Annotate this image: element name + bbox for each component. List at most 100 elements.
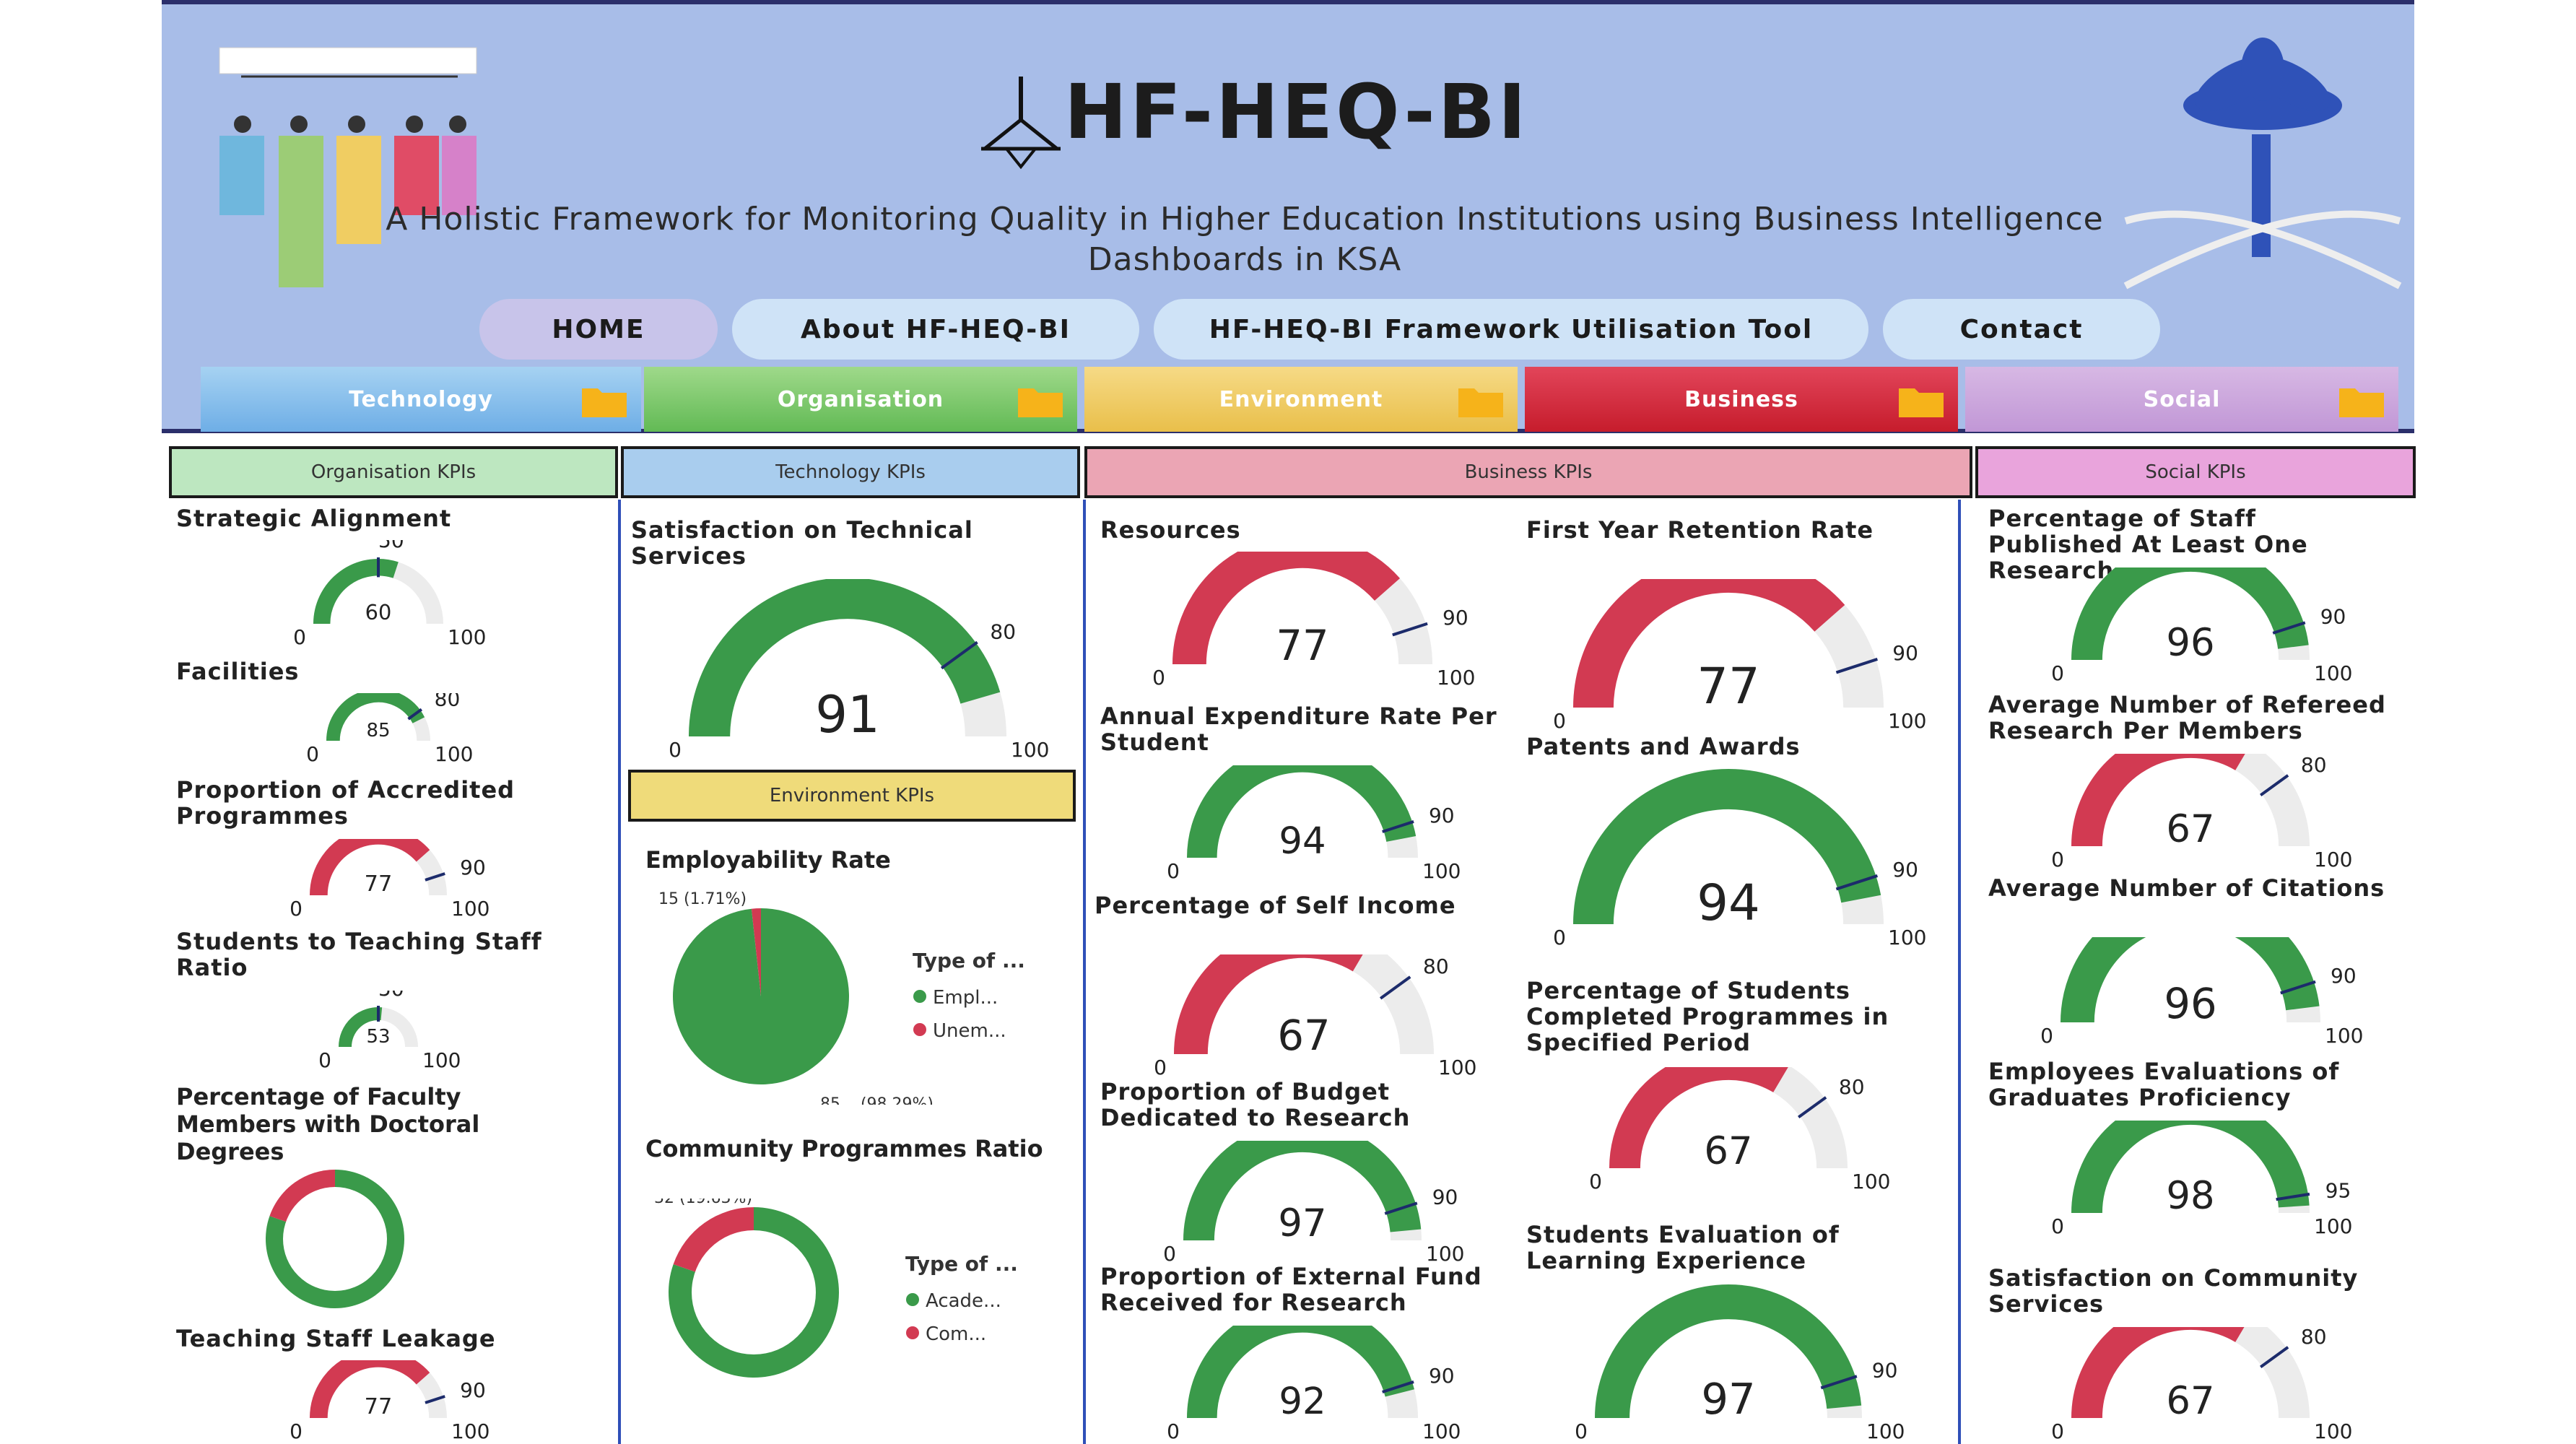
gauge-target-label: 50: [378, 991, 404, 1001]
gauge-value-label: 77: [365, 871, 393, 897]
gauge-target-marker: [1797, 1096, 1827, 1119]
category-business[interactable]: Business: [1525, 367, 1958, 432]
gauge-max-label: 100: [2314, 661, 2352, 685]
gauge-title: Proportion of Budget Dedicated to Resear…: [1100, 1078, 1411, 1131]
lamp-icon: [981, 77, 1061, 170]
pie-data-label: 15 (1.71%): [658, 890, 747, 908]
gauge-dial: 91 0 100 80: [669, 579, 1049, 762]
gauge-target-marker: [2259, 774, 2289, 797]
gauge-target-marker: [1820, 1375, 1858, 1390]
kpi-gauge: Students Evaluation of Learning Experien…: [1526, 1222, 1931, 1444]
gauge-value-arc: [1573, 769, 1881, 925]
gauge-target-label: 50: [378, 540, 404, 552]
faculty-chart-title: Percentage of Faculty Members with Docto…: [176, 1083, 480, 1165]
legend-title: Type of ...: [913, 949, 1025, 973]
kpi-gauge: Proportion of External Fund Received for…: [1100, 1264, 1505, 1444]
gauge-dial: 77 0 100 90: [1152, 552, 1475, 690]
employability-pie-chart: 15 (1.71%) 85... (98.29%) Type of ... Empl.…: [658, 890, 1025, 1105]
gauge-min-label: 0: [1589, 1170, 1602, 1193]
gauge-value-arc: [326, 693, 425, 741]
gauge-max-label: 100: [1011, 738, 1049, 762]
app-title-block: HF-HEQ-BI: [956, 62, 1606, 170]
gauge-target-label: 90: [460, 856, 486, 879]
gauge-value-arc: [1187, 765, 1417, 858]
nav-contact[interactable]: Contact: [1883, 299, 2160, 360]
gauge-max-label: 100: [1866, 1419, 1905, 1443]
gauge-max-label: 100: [451, 1419, 489, 1443]
gauge-dial: 97 0 100 90: [1575, 1284, 1905, 1443]
gauge-value-arc: [2071, 754, 2245, 847]
category-technology[interactable]: Technology: [201, 367, 641, 432]
kpi-gauge: Satisfaction on Community Services 67 0 100…: [1988, 1265, 2393, 1444]
gauge-value-arc: [1187, 1326, 1414, 1419]
gauge-value-arc: [313, 559, 399, 625]
gauge-min-label: 0: [1154, 1056, 1167, 1079]
gauge-title: Satisfaction on Technical Services: [631, 516, 973, 570]
gauge-title: First Year Retention Rate: [1526, 516, 1874, 544]
gauge-value-label: 67: [1277, 1012, 1330, 1060]
gauge-title: Facilities: [176, 658, 300, 685]
gauge-value-label: 97: [1701, 1374, 1755, 1424]
gauge-value-label: 94: [1279, 819, 1326, 863]
gauge-title: Average Number of Citations: [1988, 874, 2385, 902]
gauge-dial: 77 0 100 90: [1553, 579, 1926, 733]
gauge-dial: 67 0 100 80: [1589, 1067, 1890, 1193]
gauge-target-label: 90: [1443, 606, 1468, 630]
kpi-gauge: Annual Expenditure Rate Per Student 94 0 10…: [1100, 703, 1505, 884]
gauge-value-label: 77: [1697, 658, 1760, 716]
nav-about[interactable]: About HF-HEQ-BI: [732, 299, 1139, 360]
app-subtitle: A Holistic Framework for Monitoring Qual…: [386, 201, 2104, 278]
gauge-dial: 60 0 100 50: [293, 540, 486, 649]
gauge-value-arc: [1172, 552, 1401, 665]
nav-home[interactable]: HOME: [479, 299, 718, 360]
gauge-min-label: 0: [2051, 1214, 2064, 1238]
gauge-min-label: 0: [2040, 1024, 2053, 1048]
gauge-value-label: 53: [366, 1026, 390, 1048]
gauge-value-label: 67: [2166, 807, 2214, 851]
section-business-kpis: Business KPIs: [1084, 446, 1972, 498]
gauge-target-label: 90: [2331, 964, 2357, 988]
gauge-title: Employees Evaluations of Graduates Profi…: [1988, 1058, 2340, 1111]
kpi-gauge: Satisfaction on Technical Services 91 0 100…: [631, 517, 1064, 762]
kpi-gauge: Average Number of Refereed Research Per …: [1988, 692, 2393, 872]
gauge-target-label: 80: [2301, 1327, 2327, 1349]
gauge-target-marker: [1379, 975, 1411, 1000]
gauge-max-label: 100: [2314, 1214, 2352, 1238]
column-divider: [618, 500, 621, 1444]
gauge-target-marker: [1384, 1201, 1418, 1215]
community-donut-chart: 32 (19.63%)131 (80....)Type of ...Acade.…: [654, 1199, 1018, 1378]
kpi-gauge: Percentage of Staff Published At Least O…: [1988, 505, 2393, 686]
kpi-gauge: Strategic Alignment 60 0 100 50: [176, 505, 580, 650]
employability-chart-title: Employability Rate: [645, 846, 891, 874]
gauge-value-label: 92: [1279, 1380, 1326, 1423]
gauge-value-label: 67: [1704, 1129, 1752, 1173]
gauge-target-label: 80: [435, 693, 461, 711]
folder-icon: [2339, 388, 2384, 417]
gauge-title: Percentage of Staff Published At Least O…: [1988, 505, 2308, 584]
gauge-target-label: 95: [2325, 1178, 2351, 1202]
kpi-gauge: Teaching Staff Leakage 77 0 100 90: [176, 1326, 580, 1444]
folder-icon: [1458, 388, 1503, 417]
legend-label: Com...: [926, 1323, 986, 1345]
kpi-gauge: Patents and Awards 94 0 100 90: [1526, 734, 1931, 950]
saudi-emblem-icon: [2123, 38, 2402, 290]
gauge-value-arc: [1183, 1141, 1422, 1241]
gauge-title: Students to Teaching Staff Ratio: [176, 928, 542, 981]
gauge-title: Proportion of External Fund Received for…: [1100, 1263, 1482, 1316]
category-organisation[interactable]: Organisation: [644, 367, 1077, 432]
gauge-target-marker: [425, 1395, 445, 1404]
gauge-max-label: 100: [422, 1048, 461, 1072]
gauge-dial: 67 0 100 80: [2051, 1327, 2352, 1443]
nav-framework-tool[interactable]: HF-HEQ-BI Framework Utilisation Tool: [1154, 299, 1868, 360]
category-social[interactable]: Social: [1965, 367, 2398, 432]
gauge-dial: 98 0 100 95: [2051, 1121, 2352, 1238]
gauge-value-label: 60: [365, 600, 392, 625]
gauge-min-label: 0: [2051, 661, 2064, 685]
gauge-title: Satisfaction on Community Services: [1988, 1264, 2359, 1318]
category-environment[interactable]: Environment: [1084, 367, 1518, 432]
pie-data-label: 85... (98.29%): [820, 1095, 934, 1105]
gauge-dial: 97 0 100 90: [1163, 1141, 1464, 1266]
gauge-target-label: 80: [1839, 1075, 1865, 1099]
section-social-kpis: Social KPIs: [1975, 446, 2416, 498]
gauge-target-label: 90: [1429, 1364, 1455, 1388]
